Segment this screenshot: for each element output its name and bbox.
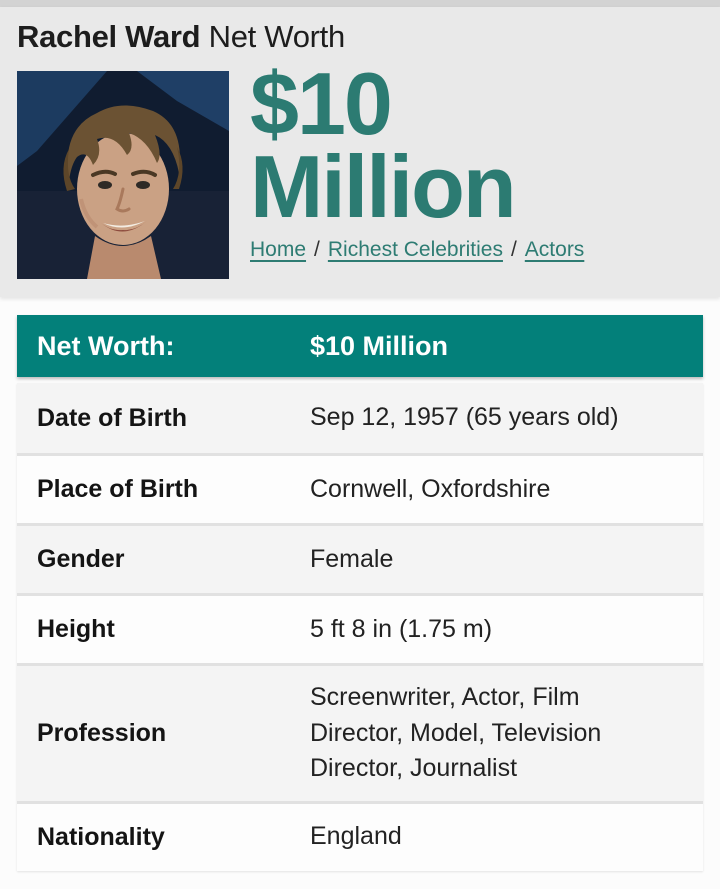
- row-value: England: [310, 822, 402, 851]
- row-value: Sep 12, 1957 (65 years old): [310, 403, 619, 432]
- row-value: Cornwell, Oxfordshire: [310, 474, 551, 503]
- table-row-date-of-birth: Date of Birth Sep 12, 1957 (65 years old…: [17, 383, 703, 453]
- row-value: Female: [310, 544, 394, 573]
- row-label: Gender: [37, 545, 125, 573]
- net-worth-header-bar: Net Worth: $10 Million: [17, 315, 703, 377]
- row-label: Profession: [37, 718, 167, 747]
- table-row-nationality: Nationality England: [17, 800, 703, 871]
- celebrity-photo-art: [17, 71, 229, 279]
- table-row-gender: Gender Female: [17, 523, 703, 593]
- net-worth-amount-line1: $10: [250, 54, 393, 153]
- breadcrumb-separator: /: [314, 238, 320, 262]
- breadcrumb-link-home[interactable]: Home: [250, 238, 307, 262]
- fact-table: Date of Birth Sep 12, 1957 (65 years old…: [17, 383, 703, 871]
- table-row-height: Height 5 ft 8 in (1.75 m): [17, 593, 703, 663]
- row-label: Place of Birth: [37, 475, 199, 503]
- row-label: Date of Birth: [37, 403, 187, 432]
- table-row-place-of-birth: Place of Birth Cornwell, Oxfordshire: [17, 453, 703, 523]
- row-value: Screenwriter, Actor, Film Director, Mode…: [310, 683, 602, 782]
- net-worth-amount: $10 Million: [250, 54, 703, 236]
- net-worth-card: Net Worth: $10 Million Date of Birth Sep…: [17, 315, 703, 871]
- page-title-name: Rachel Ward: [17, 19, 201, 54]
- page-title: Rachel Ward Net Worth: [17, 19, 703, 55]
- top-strip: [0, 0, 720, 7]
- net-worth-amount-line2: Million: [250, 136, 517, 236]
- page-title-suffix: Net Worth: [200, 19, 346, 54]
- breadcrumb-link-actors[interactable]: Actors: [524, 238, 585, 262]
- table-row-profession: Profession Screenwriter, Actor, Film Dir…: [17, 663, 703, 801]
- row-value: 5 ft 8 in (1.75 m): [310, 614, 493, 643]
- net-worth-header-label: Net Worth:: [37, 330, 175, 361]
- row-label: Nationality: [37, 822, 165, 851]
- celebrity-photo: [17, 71, 229, 279]
- breadcrumb-separator: /: [510, 238, 517, 262]
- row-label: Height: [37, 615, 115, 643]
- breadcrumb-link-richest-celebrities[interactable]: Richest Celebrities: [327, 238, 503, 262]
- breadcrumb: Home / Richest Celebrities / Actors: [250, 238, 703, 262]
- hero-section: Rachel Ward Net Worth: [0, 7, 720, 297]
- net-worth-header-value: $10 Million: [310, 330, 449, 361]
